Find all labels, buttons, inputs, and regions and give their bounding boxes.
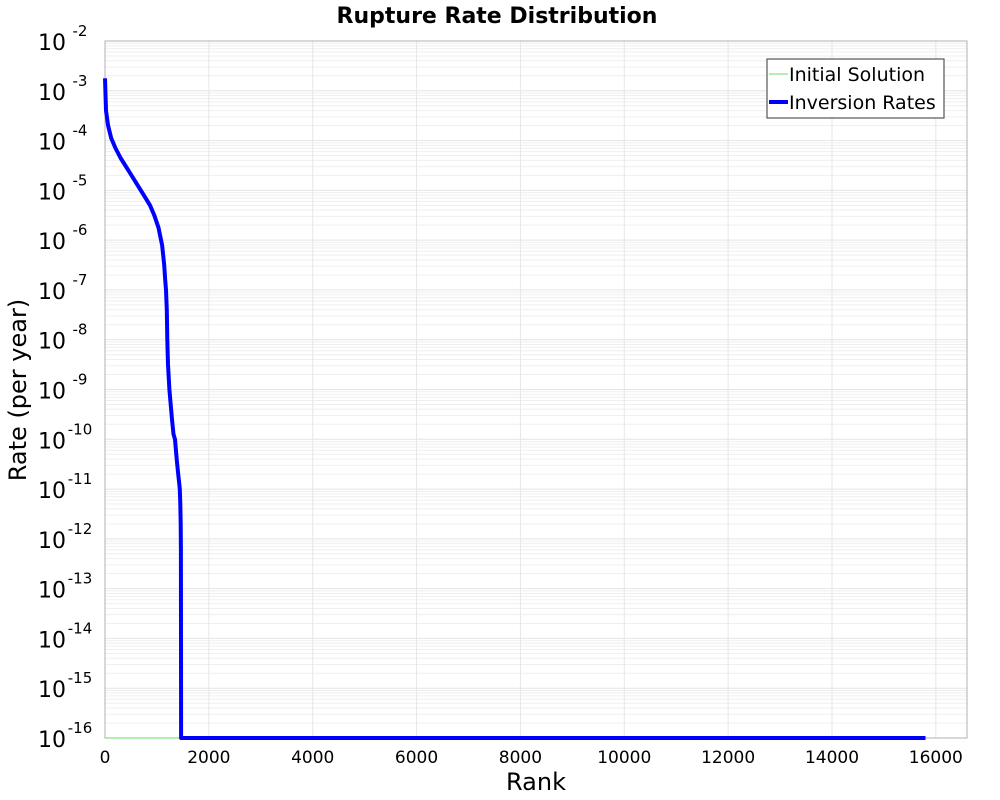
y-tick-exponent: -14 — [68, 619, 93, 637]
y-tick-exponent: -13 — [68, 570, 93, 588]
y-tick-exponent: -11 — [68, 470, 93, 488]
y-tick-label: 10 — [38, 380, 66, 405]
y-tick-label: 10 — [38, 678, 66, 703]
x-axis-ticks: 0 2000 4000 6000 8000 10000 12000 14000 16000 — [100, 748, 963, 768]
x-tick-label: 0 — [100, 748, 111, 768]
y-tick-exponent: -16 — [68, 719, 93, 737]
legend-label-initial-solution: Initial Solution — [789, 64, 925, 86]
y-tick-label: 10 — [38, 131, 66, 156]
y-tick-exponent: -5 — [73, 171, 88, 189]
y-axis-ticks: 10-210-310-410-510-610-710-810-910 -1010-… — [38, 22, 92, 753]
y-tick-exponent: -7 — [73, 271, 88, 289]
y-tick-exponent: -9 — [73, 371, 88, 389]
y-tick-exponent: -2 — [73, 22, 88, 40]
x-tick-label: 4000 — [291, 748, 334, 768]
y-tick-exponent: -4 — [73, 122, 88, 140]
x-axis-label: Rank — [506, 768, 566, 796]
series-line-inversion-rates — [103, 78, 926, 740]
y-tick-label: 10 — [38, 230, 66, 255]
y-tick-exponent: -10 — [68, 420, 93, 438]
y-tick-label: 10 — [38, 429, 66, 454]
chart-title: Rupture Rate Distribution — [337, 4, 658, 29]
y-tick-exponent: -12 — [68, 520, 93, 538]
x-tick-label: 12000 — [701, 748, 755, 768]
x-tick-label: 16000 — [909, 748, 963, 768]
x-tick-label: 14000 — [805, 748, 859, 768]
y-tick-label: 10 — [38, 31, 66, 56]
y-tick-label: 10 — [38, 330, 66, 355]
y-tick-exponent: -8 — [73, 321, 88, 339]
x-tick-label: 10000 — [597, 748, 651, 768]
x-tick-label: 8000 — [499, 748, 542, 768]
y-tick-label: 10 — [38, 579, 66, 604]
legend-label-inversion-rates: Inversion Rates — [789, 92, 936, 114]
legend: Initial Solution Inversion Rates — [766, 58, 945, 119]
data-series — [103, 78, 926, 740]
y-tick-label: 10 — [38, 529, 66, 554]
y-tick-label: 10 — [38, 479, 66, 504]
y-tick-label: 10 — [38, 180, 66, 205]
y-tick-exponent: -6 — [73, 221, 88, 239]
legend-box — [766, 58, 945, 119]
x-tick-label: 2000 — [187, 748, 230, 768]
y-tick-label: 10 — [38, 728, 66, 753]
y-tick-exponent: -3 — [73, 72, 88, 90]
y-tick-exponent: -15 — [68, 669, 93, 687]
y-axis-label: Rate (per year) — [4, 299, 32, 481]
y-tick-label: 10 — [38, 81, 66, 106]
y-tick-label: 10 — [38, 628, 66, 653]
x-tick-label: 6000 — [395, 748, 438, 768]
grid-lines — [104, 41, 967, 739]
y-tick-label: 10 — [38, 280, 66, 305]
